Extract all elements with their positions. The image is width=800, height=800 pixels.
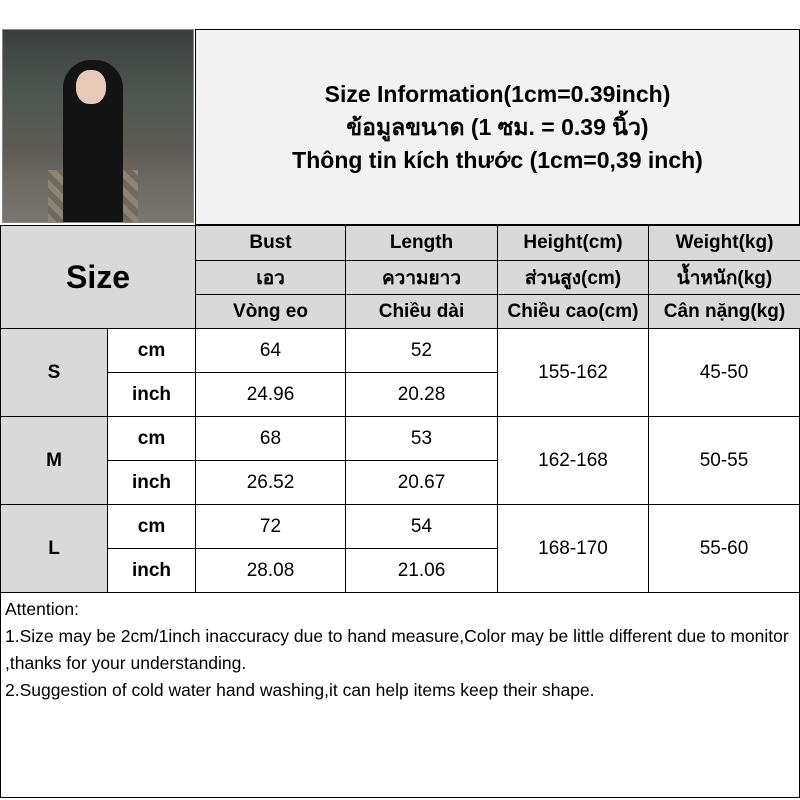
column-header: Bust bbox=[195, 225, 346, 261]
bust-cm-cell: 68 bbox=[195, 416, 346, 461]
column-header: Weight(kg) bbox=[648, 225, 800, 261]
length-inch-cell-text: 21.06 bbox=[397, 559, 446, 581]
header-line-vi: Thông tin kích thước (1cm=0,39 inch) bbox=[292, 146, 703, 173]
attention-note: 1.Size may be 2cm/1inch inaccuracy due t… bbox=[5, 626, 789, 673]
bust-inch-cell: 28.08 bbox=[195, 548, 346, 593]
size-cell: S bbox=[0, 328, 108, 417]
header-line-th: ข้อมูลขนาด (1 ซม. = 0.39 นิ้ว) bbox=[346, 113, 649, 140]
column-header: เอว bbox=[195, 260, 346, 295]
column-header: Vòng eo bbox=[195, 294, 346, 329]
weight-cell-text: 45-50 bbox=[699, 361, 749, 383]
unit-cell-text: inch bbox=[131, 559, 172, 581]
column-header: น้ำหนัก(kg) bbox=[648, 260, 800, 295]
height-cell-text: 155-162 bbox=[538, 361, 608, 383]
length-cm-cell-text: 54 bbox=[410, 515, 433, 537]
column-header-text: น้ำหนัก(kg) bbox=[676, 267, 773, 289]
size-info-header: Size Information(1cm=0.39inch) ข้อมูลขนา… bbox=[195, 29, 800, 225]
bust-inch-cell: 24.96 bbox=[195, 372, 346, 417]
unit-cell: inch bbox=[107, 372, 196, 417]
column-header-text: Chiều dài bbox=[378, 300, 465, 322]
length-cm-cell-text: 52 bbox=[410, 339, 433, 361]
weight-cell: 50-55 bbox=[648, 416, 800, 505]
unit-cell-text: cm bbox=[137, 515, 166, 537]
attention-note: 2.Suggestion of cold water hand washing,… bbox=[5, 680, 595, 700]
photo-face bbox=[76, 70, 106, 104]
bust-inch-cell-text: 28.08 bbox=[246, 559, 295, 581]
length-cm-cell: 54 bbox=[345, 504, 498, 549]
bust-cm-cell-text: 64 bbox=[259, 339, 282, 361]
length-cm-cell: 52 bbox=[345, 328, 498, 373]
height-cell: 162-168 bbox=[497, 416, 649, 505]
unit-cell-text: cm bbox=[137, 339, 166, 361]
column-header-text: Length bbox=[389, 232, 454, 253]
bust-inch-cell-text: 24.96 bbox=[246, 383, 295, 405]
length-inch-cell: 20.28 bbox=[345, 372, 498, 417]
size-header-cell: Size bbox=[0, 225, 196, 329]
column-header: Length bbox=[345, 225, 498, 261]
length-inch-cell-text: 20.28 bbox=[397, 383, 446, 405]
column-header-text: Chiều cao(cm) bbox=[507, 300, 639, 322]
column-header: ความยาว bbox=[345, 260, 498, 295]
weight-cell-text: 55-60 bbox=[699, 537, 749, 559]
weight-cell-text: 50-55 bbox=[699, 449, 749, 471]
header-line-en: Size Information(1cm=0.39inch) bbox=[324, 80, 671, 107]
height-cell-text: 162-168 bbox=[538, 449, 608, 471]
column-header-text: Weight(kg) bbox=[675, 232, 774, 253]
column-header: Chiều cao(cm) bbox=[497, 294, 649, 329]
column-header-text: Height(cm) bbox=[523, 232, 623, 253]
column-header-text: Cân nặng(kg) bbox=[663, 300, 786, 322]
column-header-text: ส่วนสูง(cm) bbox=[524, 267, 622, 289]
length-inch-cell: 20.67 bbox=[345, 460, 498, 505]
height-cell-text: 168-170 bbox=[538, 537, 608, 559]
length-inch-cell-text: 20.67 bbox=[397, 471, 446, 493]
column-header: ส่วนสูง(cm) bbox=[497, 260, 649, 295]
size-cell-text: L bbox=[48, 537, 60, 559]
column-header: Cân nặng(kg) bbox=[648, 294, 800, 329]
unit-cell: inch bbox=[107, 460, 196, 505]
length-cm-cell: 53 bbox=[345, 416, 498, 461]
size-cell-text: S bbox=[47, 361, 61, 383]
weight-cell: 45-50 bbox=[648, 328, 800, 417]
unit-cell-text: inch bbox=[131, 383, 172, 405]
unit-cell: cm bbox=[107, 328, 196, 373]
column-header-text: Vòng eo bbox=[233, 300, 308, 322]
unit-cell: cm bbox=[107, 504, 196, 549]
height-cell: 155-162 bbox=[497, 328, 649, 417]
unit-cell: cm bbox=[107, 416, 196, 461]
bust-inch-cell-text: 26.52 bbox=[246, 471, 295, 493]
bust-cm-cell: 64 bbox=[195, 328, 346, 373]
size-cell: L bbox=[0, 504, 108, 593]
unit-cell-text: inch bbox=[131, 471, 172, 493]
size-cell-text: M bbox=[46, 449, 62, 471]
column-header-text: ความยาว bbox=[381, 267, 462, 289]
column-header: Height(cm) bbox=[497, 225, 649, 261]
size-header-cell-text: Size bbox=[65, 258, 131, 295]
attention-title: Attention: bbox=[5, 599, 79, 619]
bust-inch-cell: 26.52 bbox=[195, 460, 346, 505]
column-header-text: Bust bbox=[249, 232, 292, 253]
length-cm-cell-text: 53 bbox=[410, 427, 433, 449]
bust-cm-cell-text: 68 bbox=[259, 427, 282, 449]
weight-cell: 55-60 bbox=[648, 504, 800, 593]
size-cell: M bbox=[0, 416, 108, 505]
height-cell: 168-170 bbox=[497, 504, 649, 593]
bust-cm-cell-text: 72 bbox=[259, 515, 282, 537]
attention-box: Attention: 1.Size may be 2cm/1inch inacc… bbox=[0, 592, 800, 798]
bust-cm-cell: 72 bbox=[195, 504, 346, 549]
product-photo bbox=[2, 29, 194, 223]
unit-cell-text: cm bbox=[137, 427, 166, 449]
column-header-text: เอว bbox=[256, 267, 285, 289]
length-inch-cell: 21.06 bbox=[345, 548, 498, 593]
column-header: Chiều dài bbox=[345, 294, 498, 329]
unit-cell: inch bbox=[107, 548, 196, 593]
